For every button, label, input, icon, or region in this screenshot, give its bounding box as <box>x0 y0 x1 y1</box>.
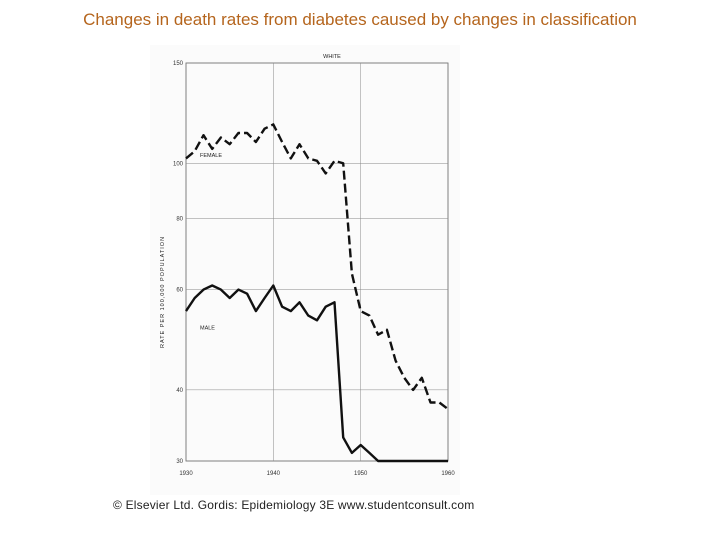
diabetes-death-rate-chart: 30 40 60 80 100 150 1930 1940 1950 1960 WHITE RATE … <box>160 54 455 477</box>
series-label-male: MALE <box>200 326 215 332</box>
x-tick-label: 1930 <box>179 471 193 477</box>
y-tick-label: 150 <box>173 61 184 67</box>
series-label-female: FEMALE <box>200 153 222 159</box>
x-tick-label: 1940 <box>267 471 281 477</box>
x-tick-label: 1960 <box>441 471 455 477</box>
chart-title: WHITE <box>323 54 341 60</box>
series-line-female <box>185 123 449 411</box>
y-axis-label: RATE PER 100,000 POPULATION <box>160 236 166 348</box>
copyright-notice: © Elsevier Ltd. Gordis: Epidemiology 3E … <box>113 498 475 512</box>
y-tick-label: 30 <box>176 459 183 465</box>
y-tick-label: 60 <box>176 288 183 294</box>
plot-frame <box>185 62 449 462</box>
chart-figure: 30 40 60 80 100 150 1930 1940 1950 1960 WHITE RATE … <box>150 45 460 495</box>
y-tick-label: 100 <box>173 161 184 167</box>
x-tick-label: 1950 <box>354 471 368 477</box>
y-tick-label: 80 <box>176 216 183 222</box>
slide-title: Changes in death rates from diabetes cau… <box>83 10 637 29</box>
y-tick-label: 40 <box>176 388 183 394</box>
series-line-male <box>185 284 448 463</box>
